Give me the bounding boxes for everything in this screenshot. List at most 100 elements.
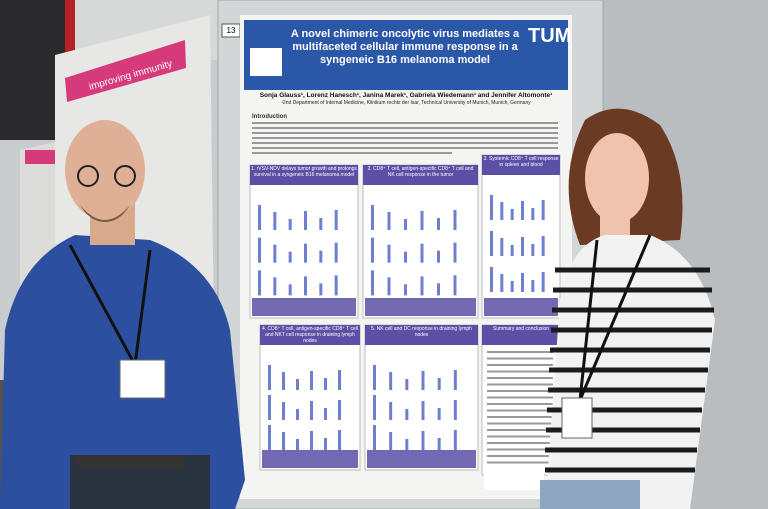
man-badge bbox=[119, 359, 166, 399]
figure-bar bbox=[437, 218, 440, 230]
title-box: A novel chimeric oncolytic virus mediate… bbox=[290, 28, 520, 66]
far-banner bbox=[25, 150, 55, 164]
man-glasses-left bbox=[77, 165, 99, 187]
result-caption bbox=[367, 450, 476, 468]
figure-bar bbox=[324, 408, 327, 420]
poster-title: A novel chimeric oncolytic virus mediate… bbox=[290, 28, 520, 66]
section-heading: 4. CD8⁺ T cell, antigen-specific CD8⁺ T … bbox=[260, 325, 360, 345]
figure-bar bbox=[288, 219, 292, 230]
affiliation: ¹2nd Department of Internal Medicine, Kl… bbox=[281, 100, 531, 106]
figure-bar bbox=[405, 409, 409, 420]
figure-bar bbox=[420, 211, 424, 230]
figure-bar bbox=[319, 283, 323, 296]
figure-bar bbox=[273, 277, 277, 296]
figure-bar bbox=[268, 395, 271, 420]
summary-text-line bbox=[487, 370, 553, 373]
figure-bar bbox=[420, 243, 424, 263]
summary-text-line bbox=[487, 383, 553, 386]
figure-bar bbox=[319, 218, 323, 230]
figure-bar bbox=[490, 195, 493, 220]
figure-bar bbox=[282, 372, 285, 390]
figure-bar bbox=[510, 245, 514, 256]
author-box: Sonja Glauss¹, Lorenz Hanesch¹, Janina M… bbox=[260, 92, 553, 106]
figure-bar bbox=[531, 208, 535, 220]
figure-bar bbox=[389, 432, 393, 450]
figure-bar bbox=[437, 438, 441, 450]
figure-bar bbox=[258, 205, 261, 230]
figure-bar bbox=[453, 430, 457, 450]
figure-bar bbox=[288, 284, 292, 296]
figure-bar bbox=[421, 401, 425, 420]
figure-bar bbox=[371, 270, 374, 296]
woman-badge bbox=[561, 397, 593, 439]
figure-bar bbox=[404, 284, 407, 296]
figure-bar bbox=[334, 242, 338, 263]
intro-heading: Introduction bbox=[252, 114, 287, 120]
figure-bar bbox=[258, 237, 261, 263]
figure-bar bbox=[387, 277, 391, 296]
figure-bar bbox=[310, 401, 313, 420]
summary-text-line bbox=[487, 429, 553, 431]
section-panel bbox=[481, 154, 561, 319]
figure-bar bbox=[338, 370, 341, 390]
summary-text-line bbox=[487, 364, 553, 366]
sections: 1. rVSV-NDV delays tumor growth and prol… bbox=[249, 154, 561, 476]
figure-bar bbox=[310, 371, 313, 390]
summary-text-line bbox=[487, 461, 553, 464]
figure-bar bbox=[282, 432, 285, 450]
figure-bar bbox=[453, 242, 457, 263]
summary-text-line bbox=[487, 409, 553, 412]
figure-bar bbox=[273, 212, 277, 230]
man-glasses-right bbox=[114, 165, 136, 187]
figure-bar bbox=[304, 211, 307, 230]
summary-text-line bbox=[487, 448, 553, 451]
summary-text-line bbox=[487, 416, 553, 418]
figure-bar bbox=[324, 438, 327, 450]
section-header-box: 5. NK cell and DC response in draining l… bbox=[365, 325, 478, 345]
figure-bar bbox=[268, 365, 271, 390]
man bbox=[0, 120, 245, 509]
man-beard bbox=[80, 205, 130, 222]
section-heading: Summary and conclusion bbox=[482, 325, 560, 345]
section-header-box: Summary and conclusion bbox=[482, 325, 560, 345]
figure-bar bbox=[304, 243, 307, 263]
woman-jeans bbox=[540, 480, 640, 509]
figure-bar bbox=[296, 409, 299, 420]
result-caption bbox=[252, 298, 356, 316]
figure-bar bbox=[324, 378, 327, 390]
figure-bar bbox=[453, 210, 457, 230]
figure-bar bbox=[500, 274, 504, 292]
figure-bar bbox=[373, 425, 376, 450]
figure-bar bbox=[389, 402, 393, 420]
figure-bar bbox=[453, 275, 457, 296]
summary-text-line bbox=[487, 422, 553, 425]
figure-bar bbox=[437, 408, 441, 420]
figure-bar bbox=[296, 379, 299, 390]
figure-bar bbox=[405, 379, 409, 390]
figure-bar bbox=[541, 272, 545, 292]
figure-bar bbox=[387, 244, 391, 263]
figure-bar bbox=[453, 370, 457, 390]
man-head bbox=[65, 120, 145, 220]
figure-bar bbox=[453, 400, 457, 420]
section-heading: 2. CD8⁺ T cell, antigen-specific CD8⁺ T … bbox=[363, 165, 478, 185]
left-logo bbox=[250, 48, 282, 76]
figure-bar bbox=[334, 210, 338, 230]
figure-bar bbox=[500, 238, 504, 256]
result-caption bbox=[484, 298, 558, 316]
figure-bar bbox=[420, 276, 424, 296]
section-heading: 5. NK cell and DC response in draining l… bbox=[365, 325, 478, 345]
figure-bar bbox=[521, 273, 524, 292]
section-heading: 1. rVSV-NDV delays tumor growth and prol… bbox=[250, 165, 358, 185]
figure-bar bbox=[373, 395, 376, 420]
figure-bar bbox=[541, 236, 545, 256]
figure-bar bbox=[319, 250, 323, 263]
result-caption bbox=[365, 298, 476, 316]
section-header-box: 4. CD8⁺ T cell, antigen-specific CD8⁺ T … bbox=[260, 325, 360, 345]
summary-text-line bbox=[487, 377, 553, 379]
summary-text-line bbox=[487, 403, 553, 405]
woman bbox=[540, 108, 715, 509]
figure-bar bbox=[521, 237, 524, 256]
section-header-box: 1. rVSV-NDV delays tumor growth and prol… bbox=[250, 165, 358, 185]
